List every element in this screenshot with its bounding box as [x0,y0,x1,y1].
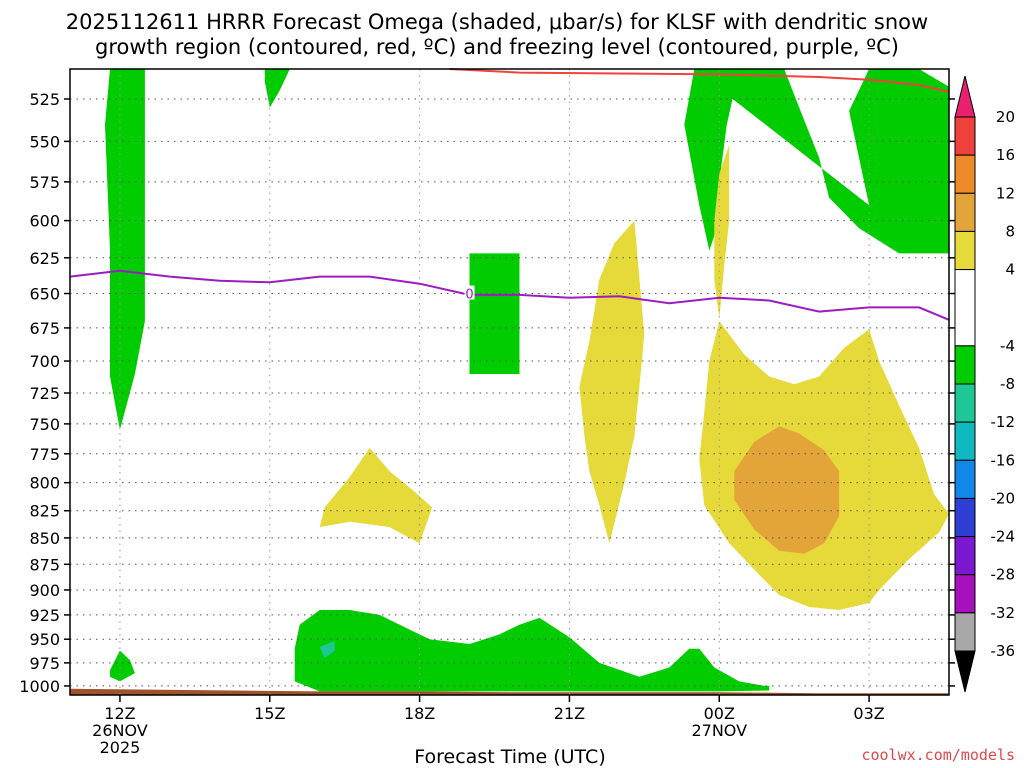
freezing-level-line [69,269,950,321]
grid-lines [70,69,949,695]
credit-text: coolwx.com/models [861,746,1015,764]
x-tick-label-4-0: 00Z [704,704,735,723]
y-tick-label-675: 675 [29,319,60,338]
x-tick-label-2-0: 18Z [404,704,435,723]
y-tick-label-525: 525 [29,90,60,109]
y-tick-label-825: 825 [29,502,60,521]
y-tick-label-750: 750 [29,415,60,434]
freezing-level-label: 0 [465,288,473,303]
colorbar-label-6: -8 [1000,375,1015,393]
colorbar-band-8 [954,459,976,499]
omega-region-7 [319,641,335,659]
x-tick-label-0-2: 2025 [100,738,141,757]
y-tick-label-800: 800 [29,474,60,493]
colorbar-band-3 [954,230,976,271]
colorbar: 20 16 12 8 4 -4 -8 -12 -16 -20 -24 -28 -32 -36 [954,75,1016,693]
colorbar-label-3: 8 [1005,222,1015,240]
colorbar-label-1: 16 [996,146,1015,164]
colorbar-band-1 [954,154,976,194]
y-tick-label-625: 625 [29,249,60,268]
colorbar-label-9: -20 [991,489,1016,507]
colorbar-label-12: -32 [991,604,1016,622]
y-tick-label-575: 575 [29,173,60,192]
omega-region-2 [694,69,949,254]
colorbar-label-10: -24 [991,528,1016,546]
y-tick-label-600: 600 [29,212,60,231]
y-tick-label-900: 900 [29,581,60,600]
colorbar-band-9 [954,497,976,538]
colorbar-bottom-triangle [954,650,976,693]
y-tick-label-950: 950 [29,630,60,649]
surface-terrain [70,688,949,695]
x-tick-label-5-0: 03Z [853,704,884,723]
colorbar-label-0: 20 [996,108,1015,126]
freezing-label-bg [464,285,475,300]
colorbar-band-4 [954,269,976,347]
colorbar-band-5 [954,345,976,385]
colorbar-band-6 [954,383,976,423]
chart-title-line1: 2025112611 HRRR Forecast Omega (shaded, … [66,10,928,34]
chart-title-line2: growth region (contoured, red, ºC) and f… [95,35,899,59]
omega-region-6 [294,610,770,692]
colorbar-label-7: -12 [991,413,1016,431]
y-tick-label-650: 650 [29,285,60,304]
omega-region-5 [110,650,135,682]
x-tick-label-3-0: 21Z [554,704,585,723]
colorbar-top-triangle [954,75,976,118]
y-tick-label-550: 550 [29,132,60,151]
omega-region-1 [264,69,290,108]
colorbar-label-11: -28 [991,566,1016,584]
colorbar-band-2 [954,192,976,232]
omega-region-9 [579,220,645,544]
colorbar-label-8: -16 [991,451,1016,469]
x-tick-label-0-1: 26NOV [92,721,148,740]
omega-region-12 [734,426,840,554]
omega-region-4 [469,253,520,374]
dgz-contour-line [449,68,950,93]
x-axis-label: Forecast Time (UTC) [414,746,605,768]
plot-area: 0 [69,68,950,696]
y-tick-label-875: 875 [29,555,60,574]
colorbar-label-2: 12 [996,184,1015,202]
y-tick-label-975: 975 [29,654,60,673]
colorbar-band-12 [954,612,976,652]
y-tick-label-925: 925 [29,606,60,625]
colorbar-label-13: -36 [991,642,1016,660]
contour-lines: 0 [69,68,950,321]
colorbar-band-10 [954,536,976,576]
colorbar-band-0 [954,116,976,156]
omega-region-3 [684,69,740,251]
y-tick-label-775: 775 [29,445,60,464]
omega-region-10 [714,144,730,319]
y-tick-label-725: 725 [29,384,60,403]
y-tick-label-1000: 1000 [19,677,60,696]
y-tick-label-850: 850 [29,529,60,548]
colorbar-band-11 [954,574,976,614]
x-tick-label-4-1: 27NOV [691,721,747,740]
colorbar-label-4: 4 [1005,261,1015,279]
omega-region-8 [319,447,433,544]
x-tick-label-0-0: 12Z [104,704,135,723]
plot-frame [69,68,950,696]
colorbar-band-7 [954,421,976,461]
surface-layer [70,688,949,695]
omega-shading [105,69,949,692]
colorbar-label-5: -4 [1000,337,1015,355]
omega-region-0 [105,69,145,430]
x-tick-label-1-0: 15Z [254,704,285,723]
y-tick-label-700: 700 [29,352,60,371]
y-axis-ticks: 525 550 575 600 625 650 675 700 725 750 775 800 825 8… [19,90,955,696]
